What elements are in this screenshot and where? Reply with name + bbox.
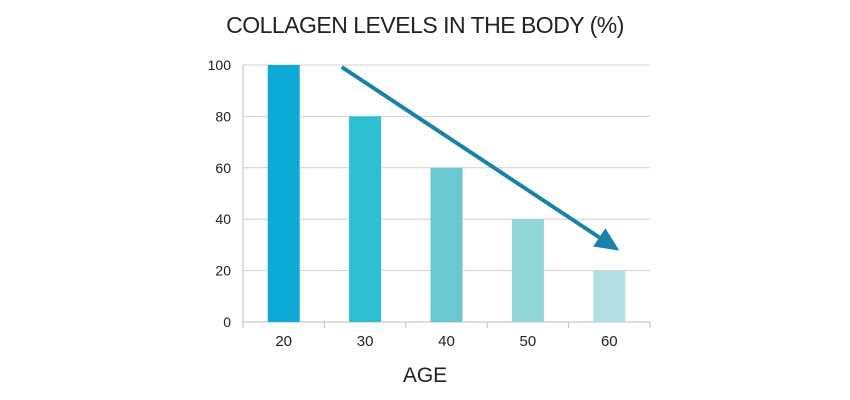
trend-arrow-shaft [340,65,601,240]
x-tick-label: 40 [438,333,455,350]
bar [267,65,300,322]
chart-title: COLLAGEN LEVELS IN THE BODY (%) [226,12,624,38]
x-tick-label: 60 [601,333,618,350]
x-tick-label: 50 [520,333,537,350]
y-tick-label: 0 [223,314,231,330]
x-axis-label: AGE [402,364,448,387]
y-tick-label: 60 [215,160,231,176]
trend-arrow-head [593,228,620,251]
x-tick-label: 30 [357,333,374,350]
y-tick-label: 40 [215,211,231,227]
y-tick-label: 100 [208,57,232,73]
bar [430,167,463,322]
bar [593,270,626,322]
x-tick-label: 20 [275,333,292,350]
y-tick-label: 20 [215,263,231,279]
bar [511,219,544,322]
y-tick-label: 80 [215,108,231,124]
bar [349,116,382,323]
